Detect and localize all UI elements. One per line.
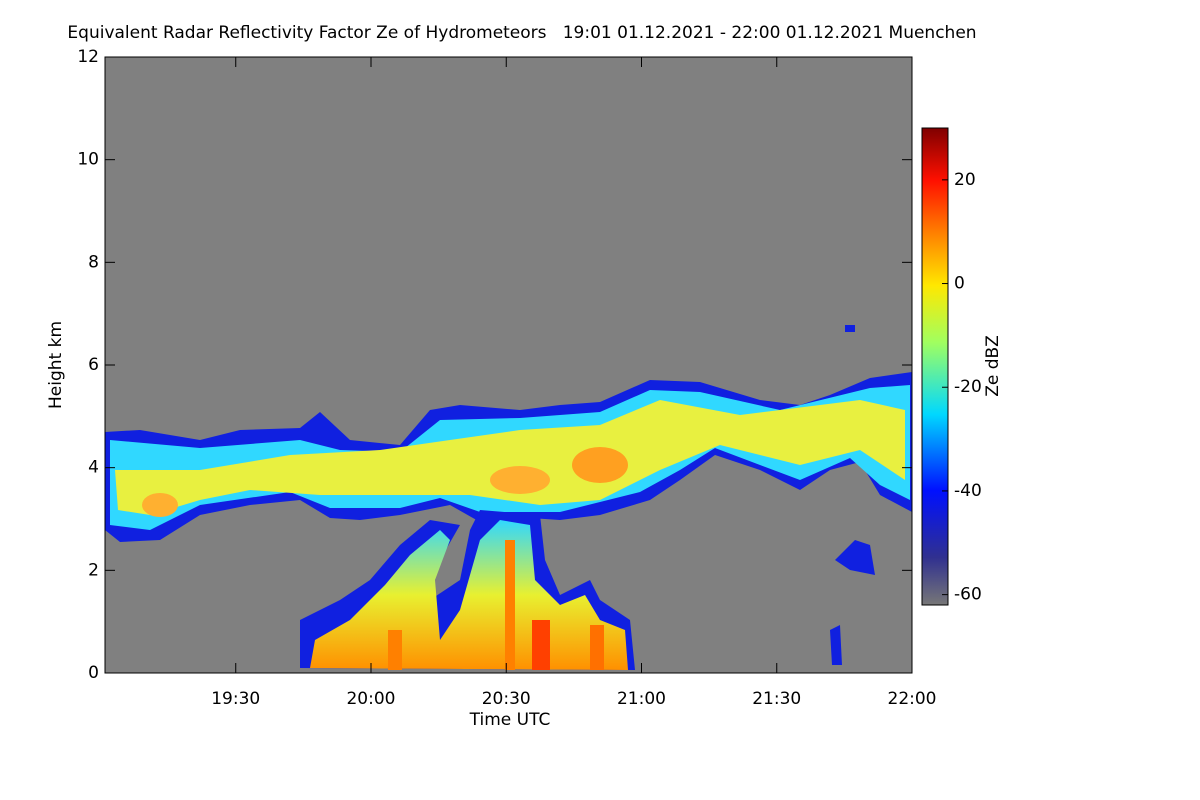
y-axis-label: Height km: [46, 321, 66, 409]
colorbar-tick-label: -40: [954, 481, 982, 501]
x-tick-label: 19:30: [211, 689, 260, 709]
x-tick-label: 22:00: [888, 689, 937, 709]
echo-field: [105, 325, 912, 670]
chart-title: Equivalent Radar Reflectivity Factor Ze …: [67, 23, 976, 43]
y-tick-label: 6: [88, 355, 99, 375]
y-tick-label: 12: [77, 47, 99, 67]
colorbar-tick-label: -60: [954, 585, 982, 605]
x-tick-label: 21:30: [752, 689, 801, 709]
x-axis-label: Time UTC: [469, 710, 551, 730]
y-tick-label: 2: [88, 560, 99, 580]
colorbar-label: Ze dBZ: [983, 335, 1003, 397]
colorbar-tick-label: 0: [954, 274, 965, 294]
colorbar: [921, 127, 949, 606]
y-tick-label: 8: [88, 252, 99, 272]
colorbar-tick-label: 20: [954, 170, 976, 190]
x-tick-label: 21:00: [617, 689, 666, 709]
y-tick-label: 4: [88, 458, 99, 478]
y-tick-label: 0: [88, 663, 99, 683]
x-tick-label: 20:00: [346, 689, 395, 709]
colorbar-tick-label: -20: [954, 377, 982, 397]
x-tick-label: 20:30: [482, 689, 531, 709]
y-tick-label: 10: [77, 150, 99, 170]
